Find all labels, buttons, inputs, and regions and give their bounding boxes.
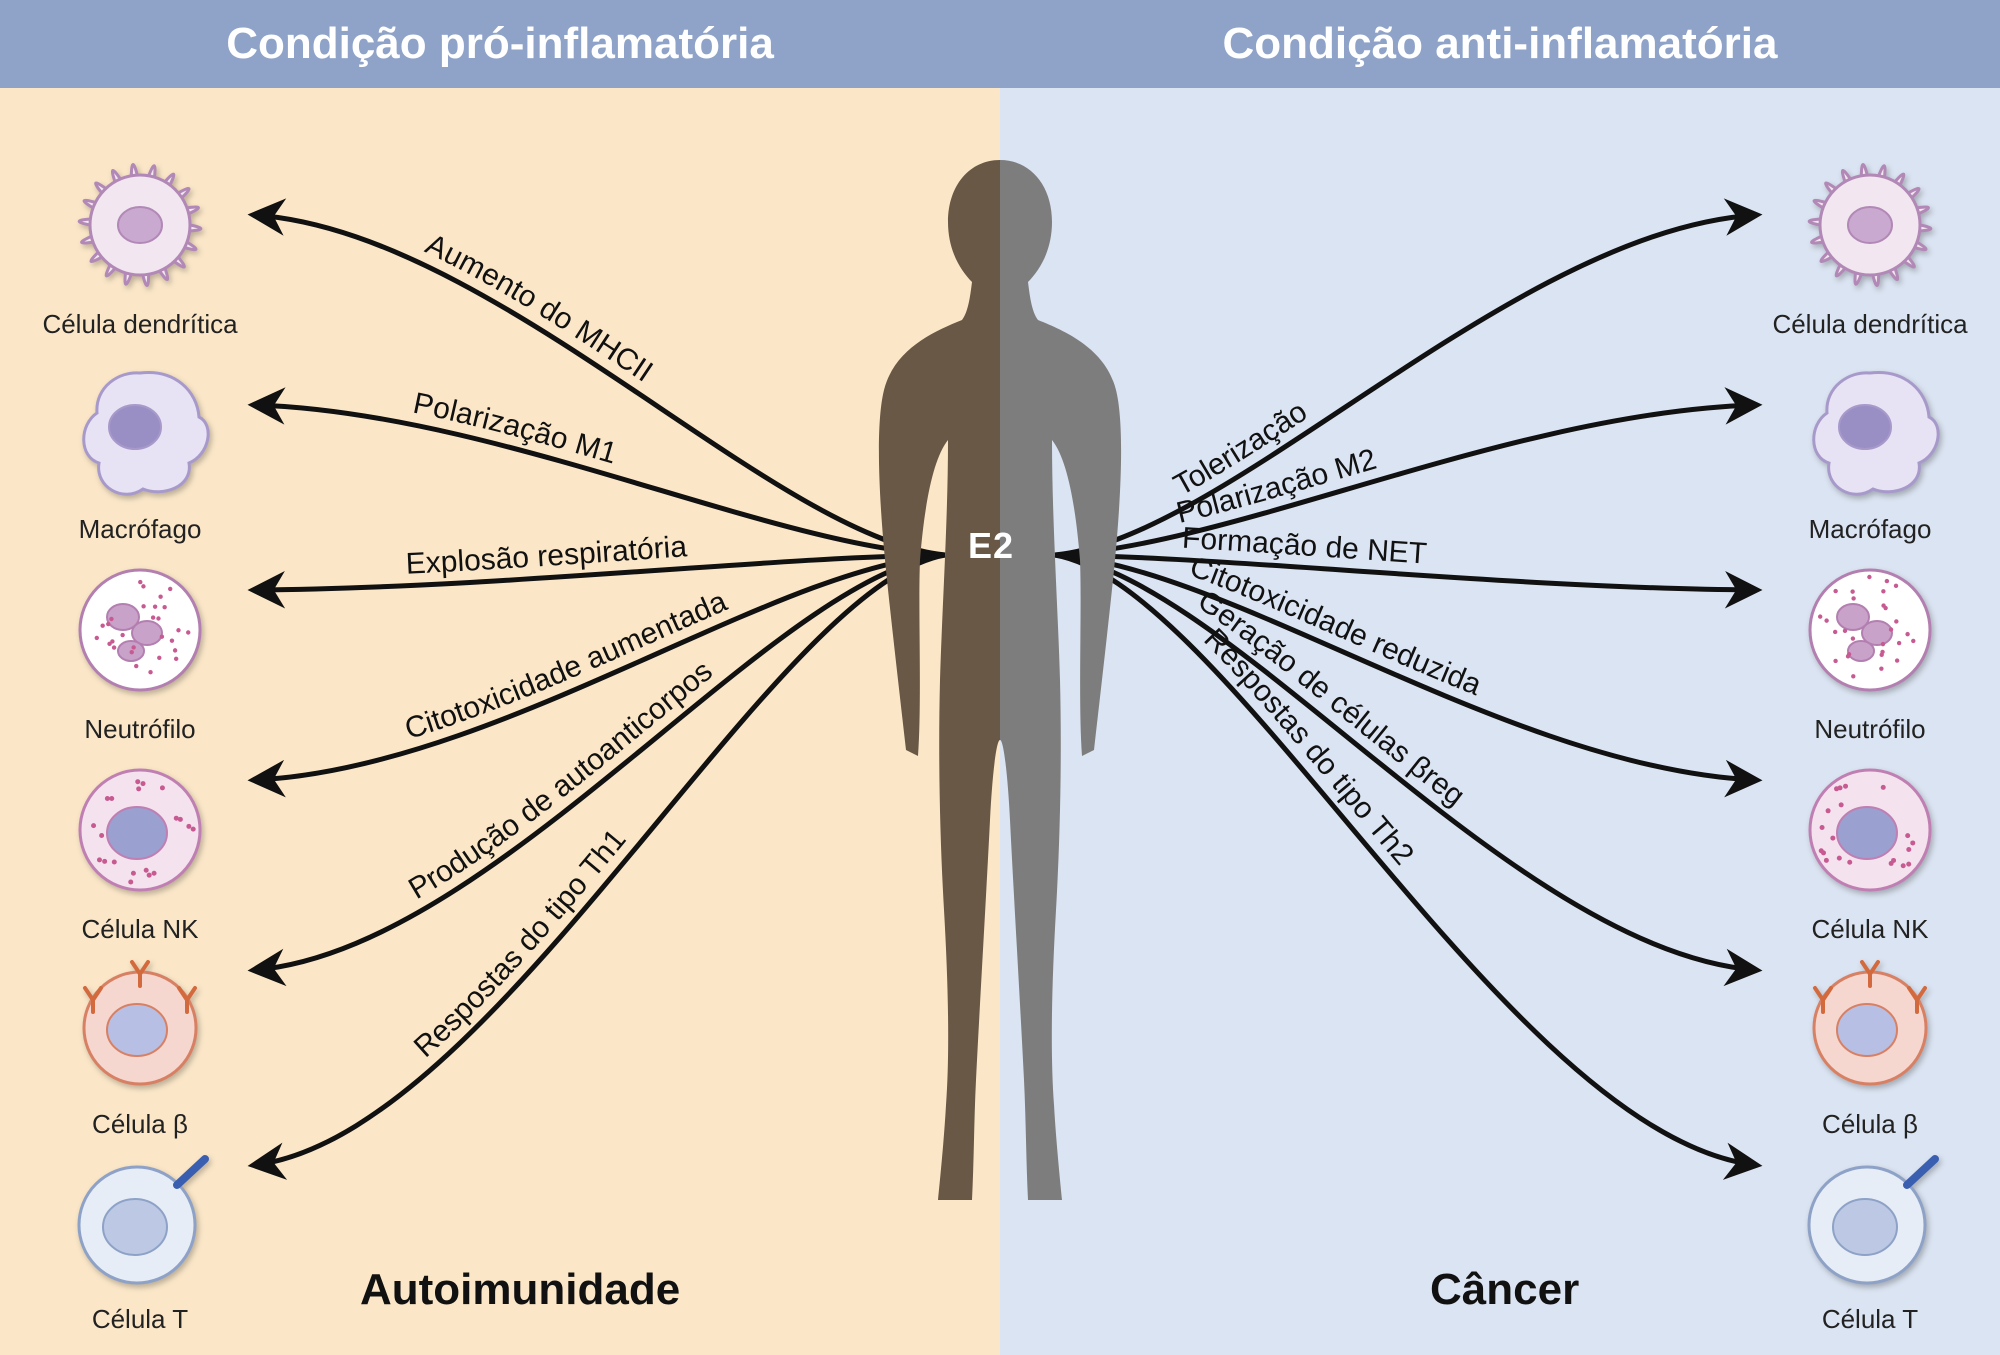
bcell-icon: [1795, 950, 1945, 1105]
cell-label: Neutrófilo: [1814, 714, 1925, 745]
cell-nk-right: Célula NK: [1760, 755, 1980, 945]
neutrophil-icon: [1795, 555, 1945, 710]
human-silhouette: [820, 140, 1180, 1240]
cell-bcell-right: Célula β: [1760, 950, 1980, 1140]
cell-macrophage-left: Macrófago: [30, 355, 250, 545]
footer-label-left: Autoimunidade: [360, 1265, 680, 1315]
cell-bcell-left: Célula β: [30, 950, 250, 1140]
cell-label: Célula NK: [81, 914, 198, 945]
nk-icon: [1795, 755, 1945, 910]
macrophage-icon: [1795, 355, 1945, 510]
footer-label-left-text: Autoimunidade: [360, 1265, 680, 1314]
cell-label: Neutrófilo: [84, 714, 195, 745]
footer-label-right: Câncer: [1430, 1265, 1579, 1315]
footer-label-right-text: Câncer: [1430, 1265, 1579, 1314]
cell-label: Célula β: [92, 1109, 188, 1140]
center-label: E2: [968, 525, 1014, 567]
cell-label: Macrófago: [79, 514, 202, 545]
cell-tcell-right: Célula T: [1760, 1145, 1980, 1335]
cell-dendritic-right: Célula dendrítica: [1760, 150, 1980, 340]
cell-macrophage-right: Macrófago: [1760, 355, 1980, 545]
cell-tcell-left: Célula T: [30, 1145, 250, 1335]
neutrophil-icon: [65, 555, 215, 710]
cell-neutrophil-left: Neutrófilo: [30, 555, 250, 745]
panel-header-left-text: Condição pró-inflamatória: [226, 19, 774, 69]
cell-label: Célula NK: [1811, 914, 1928, 945]
cell-label: Célula β: [1822, 1109, 1918, 1140]
diagram-root: Condição pró-inflamatória Condição anti-…: [0, 0, 2000, 1355]
cell-label: Célula T: [1822, 1304, 1918, 1335]
nk-icon: [65, 755, 215, 910]
dendritic-icon: [1795, 150, 1945, 305]
cell-dendritic-left: Célula dendrítica: [30, 150, 250, 340]
center-label-text: E2: [968, 525, 1014, 566]
macrophage-icon: [65, 355, 215, 510]
tcell-icon: [1795, 1145, 1945, 1300]
cell-label: Célula T: [92, 1304, 188, 1335]
cell-label: Célula dendrítica: [1772, 309, 1967, 340]
dendritic-icon: [65, 150, 215, 305]
panel-header-right-text: Condição anti-inflamatória: [1223, 19, 1778, 69]
cell-label: Célula dendrítica: [42, 309, 237, 340]
bcell-icon: [65, 950, 215, 1105]
panel-header-right: Condição anti-inflamatória: [1000, 0, 2000, 88]
panel-header-left: Condição pró-inflamatória: [0, 0, 1000, 88]
cell-label: Macrófago: [1809, 514, 1932, 545]
cell-nk-left: Célula NK: [30, 755, 250, 945]
cell-neutrophil-right: Neutrófilo: [1760, 555, 1980, 745]
tcell-icon: [65, 1145, 215, 1300]
